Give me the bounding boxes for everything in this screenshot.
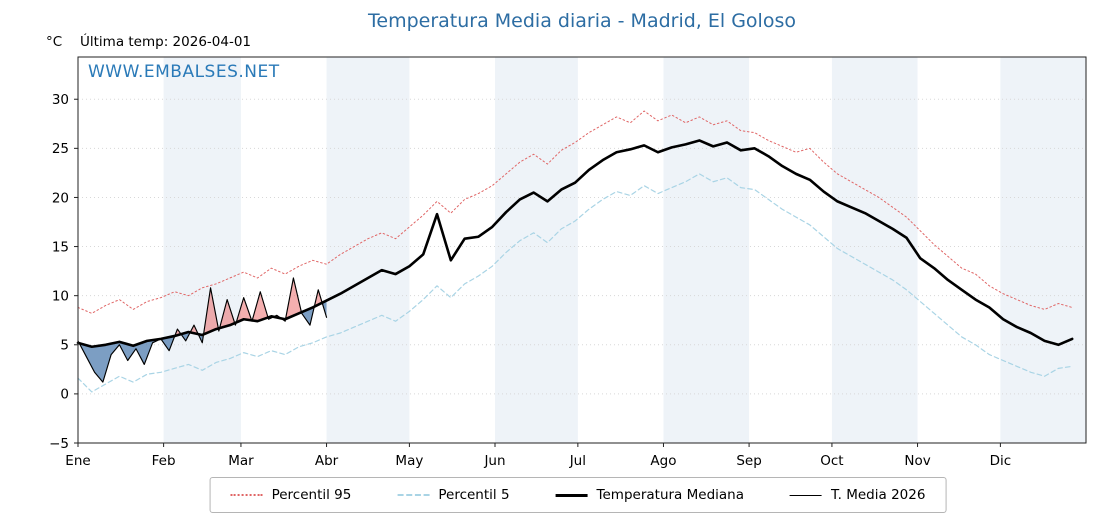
y-tick-label: 20 bbox=[52, 190, 69, 206]
series-line-temperatura-mediana bbox=[76, 139, 1074, 349]
legend-item-percentil-95: Percentil 95 bbox=[230, 487, 352, 503]
percentil-5-line-swatch bbox=[397, 494, 430, 496]
month-band bbox=[495, 57, 578, 443]
y-tick-label: 15 bbox=[52, 239, 69, 255]
x-tick-label: Abr bbox=[315, 453, 339, 469]
y-axis-unit-label: °C bbox=[46, 34, 63, 50]
month-band bbox=[663, 57, 750, 443]
x-tick-label: Mar bbox=[228, 453, 254, 469]
legend-label-percentil-95: Percentil 95 bbox=[271, 487, 352, 503]
chart-title: Temperatura Media diaria - Madrid, El Go… bbox=[368, 10, 796, 32]
x-tick-label: Jul bbox=[569, 453, 586, 469]
month-band bbox=[831, 57, 918, 443]
month-band bbox=[326, 57, 410, 443]
y-tick-label: 0 bbox=[60, 387, 69, 403]
temperatura-mediana-line-swatch bbox=[555, 493, 588, 497]
y-tick-label: 10 bbox=[52, 288, 69, 304]
legend-item-t-media-2026: T. Media 2026 bbox=[790, 487, 925, 503]
legend-label-temperatura-mediana: Temperatura Mediana bbox=[596, 487, 744, 503]
month-band bbox=[1000, 57, 1086, 443]
legend-item-temperatura-mediana: Temperatura Mediana bbox=[555, 487, 744, 503]
x-tick-label: Oct bbox=[820, 453, 843, 469]
percentil-95-line-swatch bbox=[230, 494, 263, 496]
x-tick-label: Nov bbox=[904, 453, 930, 469]
watermark: WWW.EMBALSES.NET bbox=[88, 62, 280, 82]
chart-canvas: −5 0 5 10 15 20 25 30 Ene Feb Mar Abr May Jun Jul Ago Se… bbox=[49, 56, 1087, 469]
plot-border bbox=[77, 56, 1087, 444]
y-tick-label: 30 bbox=[52, 92, 69, 108]
y-tick-label: −5 bbox=[49, 436, 69, 452]
legend-item-percentil-5: Percentil 5 bbox=[397, 487, 510, 503]
chart-legend: Percentil 95 Percentil 5 Temperatura Med… bbox=[209, 477, 947, 513]
legend-label-t-media-2026: T. Media 2026 bbox=[831, 487, 926, 503]
last-temp-label: Última temp: 2026-04-01 bbox=[80, 34, 252, 50]
y-tick-label: 25 bbox=[52, 141, 69, 157]
month-band bbox=[163, 57, 241, 443]
x-tick-label: Dic bbox=[990, 453, 1012, 469]
x-tick-label: Ene bbox=[65, 453, 90, 469]
x-tick-label: Sep bbox=[736, 453, 761, 469]
t-media-2026-line-swatch bbox=[790, 494, 822, 496]
y-tick-label: 5 bbox=[60, 338, 69, 354]
x-tick-label: Jun bbox=[483, 453, 505, 469]
series-line-percentil-5 bbox=[77, 173, 1073, 393]
x-tick-label: May bbox=[395, 453, 423, 469]
series-line-percentil-95 bbox=[77, 110, 1073, 314]
series-line-t-media-2026 bbox=[77, 277, 328, 383]
legend-label-percentil-5: Percentil 5 bbox=[438, 487, 510, 503]
x-tick-label: Ago bbox=[650, 453, 676, 469]
x-tick-label: Feb bbox=[152, 453, 176, 469]
